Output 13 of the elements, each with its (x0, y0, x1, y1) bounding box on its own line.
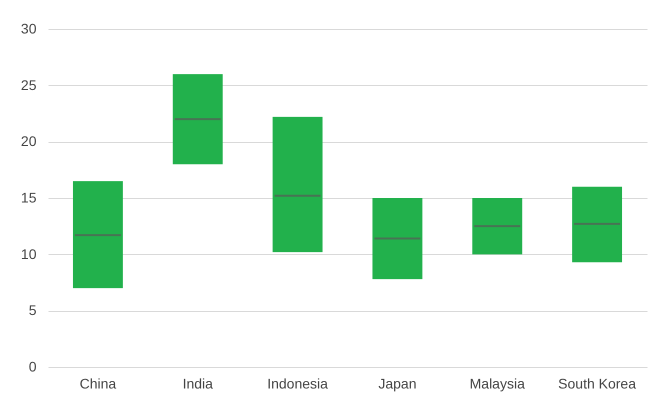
x-tick-label: India (182, 376, 214, 392)
x-tick-label: Malaysia (470, 376, 526, 392)
x-tick-label: Indonesia (267, 376, 328, 392)
y-tick-label: 15 (20, 190, 37, 206)
x-tick-label: China (80, 376, 116, 392)
y-tick-label: 20 (20, 133, 37, 150)
y-tick-label: 5 (28, 302, 37, 318)
y-tick-label: 30 (20, 20, 37, 36)
y-tick-label: 25 (20, 76, 37, 93)
x-tick-label: Japan (378, 376, 416, 392)
y-tick-label: 0 (28, 358, 37, 374)
x-tick-label: South Korea (558, 376, 636, 392)
y-tick-label: 10 (20, 246, 37, 262)
